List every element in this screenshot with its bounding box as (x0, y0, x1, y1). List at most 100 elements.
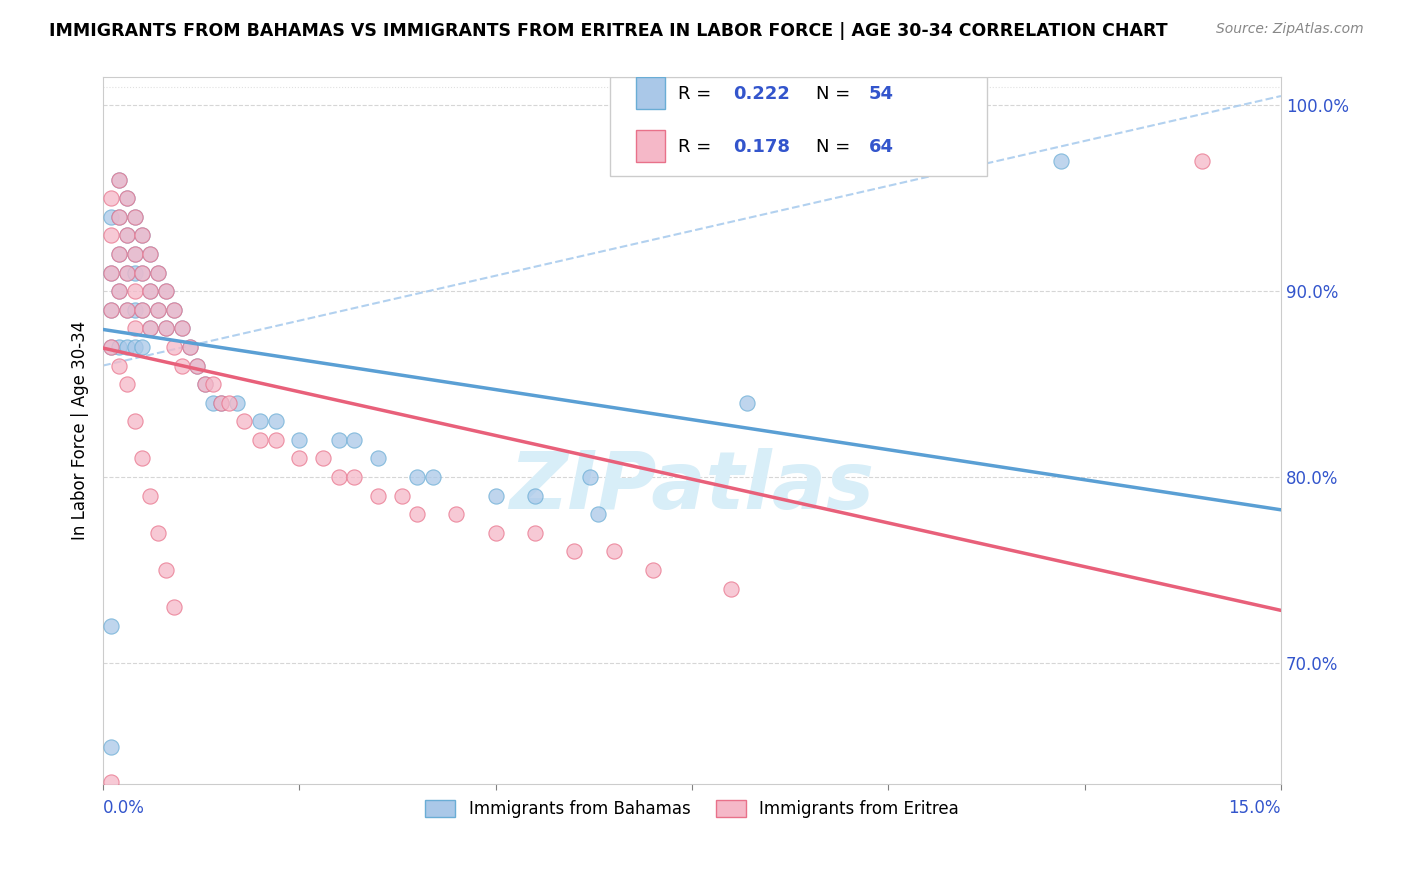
Point (146, 302, 169, 317)
Y-axis label: In Labor Force | Age 30-34: In Labor Force | Age 30-34 (72, 321, 89, 541)
Point (264, 414, 287, 428)
Point (264, 433, 287, 447)
Point (124, 210, 146, 224)
Text: 15.0%: 15.0% (1229, 798, 1281, 816)
Point (209, 395, 232, 409)
Point (485, 525, 508, 540)
Point (209, 395, 232, 409)
Point (641, 563, 664, 577)
Point (108, 247, 131, 261)
Point (367, 451, 389, 466)
Point (124, 414, 146, 428)
Point (100, 302, 122, 317)
Point (155, 563, 177, 577)
Point (735, 395, 758, 409)
Text: 0.178: 0.178 (734, 137, 790, 156)
Point (170, 359, 193, 373)
Point (108, 210, 131, 224)
Point (186, 359, 208, 373)
Point (579, 470, 602, 484)
Point (124, 266, 146, 280)
Point (108, 210, 131, 224)
Point (602, 544, 624, 558)
Point (170, 321, 193, 335)
Point (446, 507, 468, 521)
Point (146, 266, 169, 280)
Point (139, 247, 162, 261)
FancyBboxPatch shape (610, 78, 987, 177)
FancyBboxPatch shape (636, 130, 665, 162)
Point (100, 739, 122, 754)
Point (131, 266, 153, 280)
Point (249, 433, 271, 447)
Point (115, 191, 138, 205)
Point (139, 321, 162, 335)
Point (218, 395, 240, 409)
Point (155, 284, 177, 298)
Point (288, 451, 311, 466)
Point (124, 321, 146, 335)
Point (108, 247, 131, 261)
Point (100, 619, 122, 633)
Point (115, 266, 138, 280)
Point (139, 284, 162, 298)
Point (249, 414, 271, 428)
Point (186, 359, 208, 373)
Point (115, 377, 138, 392)
Point (108, 172, 131, 186)
Point (115, 266, 138, 280)
Point (124, 340, 146, 354)
Point (155, 321, 177, 335)
Point (100, 340, 122, 354)
Point (146, 266, 169, 280)
Point (163, 340, 186, 354)
Text: 0.222: 0.222 (734, 85, 790, 103)
Point (202, 395, 225, 409)
Point (524, 489, 547, 503)
Text: IMMIGRANTS FROM BAHAMAS VS IMMIGRANTS FROM ERITREA IN LABOR FORCE | AGE 30-34 CO: IMMIGRANTS FROM BAHAMAS VS IMMIGRANTS FR… (49, 22, 1168, 40)
Point (328, 433, 350, 447)
Point (194, 377, 217, 392)
Point (146, 302, 169, 317)
Point (131, 302, 153, 317)
Point (131, 266, 153, 280)
Point (328, 470, 350, 484)
Text: N =: N = (815, 85, 856, 103)
Point (100, 228, 122, 243)
Point (108, 284, 131, 298)
Point (108, 284, 131, 298)
Point (312, 451, 335, 466)
Text: R =: R = (678, 85, 717, 103)
Point (124, 210, 146, 224)
Point (343, 470, 366, 484)
Point (155, 284, 177, 298)
Point (100, 775, 122, 789)
Point (163, 302, 186, 317)
Point (100, 266, 122, 280)
Text: ZIPatlas: ZIPatlas (509, 448, 875, 526)
Point (586, 507, 609, 521)
Point (131, 340, 153, 354)
Point (163, 600, 186, 615)
Text: N =: N = (815, 137, 856, 156)
Point (163, 302, 186, 317)
Point (131, 451, 153, 466)
Point (115, 302, 138, 317)
Point (108, 340, 131, 354)
Text: 64: 64 (869, 137, 894, 156)
Text: Source: ZipAtlas.com: Source: ZipAtlas.com (1216, 22, 1364, 37)
Point (391, 489, 413, 503)
FancyBboxPatch shape (636, 78, 665, 109)
Legend: Immigrants from Bahamas, Immigrants from Eritrea: Immigrants from Bahamas, Immigrants from… (419, 793, 966, 825)
Text: 0.0%: 0.0% (103, 798, 145, 816)
Point (108, 172, 131, 186)
Point (131, 302, 153, 317)
Point (422, 470, 444, 484)
Point (100, 340, 122, 354)
Text: R =: R = (678, 137, 717, 156)
Point (720, 582, 742, 596)
Point (115, 340, 138, 354)
Point (124, 247, 146, 261)
Point (406, 507, 429, 521)
Point (194, 377, 217, 392)
